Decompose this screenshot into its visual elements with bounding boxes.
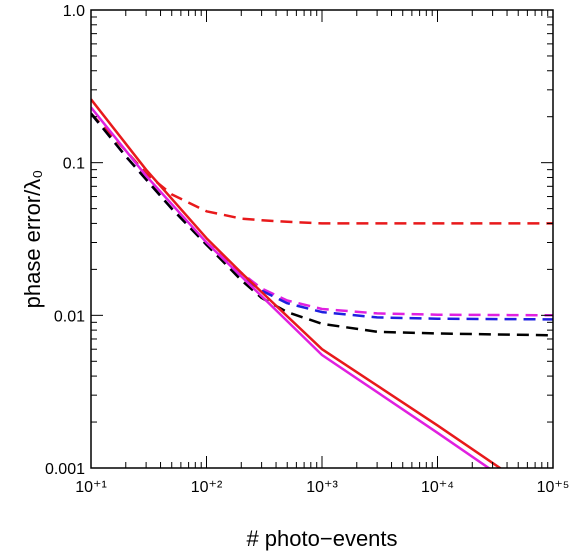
plot-frame [90,9,554,469]
x-tick-label: 10⁺¹ [75,479,107,496]
series-solid-line-5 [91,98,503,468]
y-tick-label: 0.01 [54,308,85,325]
x-tick-label: 10⁺⁴ [421,479,454,496]
series-solid-line-4 [91,106,491,468]
series-dashed-line-0 [91,112,553,225]
y-tick-label: 0.1 [63,156,85,173]
y-tick-label: 1.0 [63,3,85,20]
x-tick-label: 10⁺² [191,479,223,496]
series-layer [91,98,553,468]
ticks-layer [90,9,554,469]
y-tick-label: 0.001 [45,461,85,478]
x-axis-label: # photo−events [246,526,397,551]
x-tick-label: 10⁺³ [306,479,338,496]
series-dashed-line-1 [91,112,553,317]
tick-labels-layer: 10⁺¹ 10⁺² 10⁺³ 10⁺⁴ 10⁺⁵ 0.001 0.01 0.1 1.0 [45,3,569,496]
x-tick-label: 10⁺⁵ [537,479,570,496]
series-dashed-line-2 [91,112,553,321]
y-axis-label: phase error/λ₀ [20,170,45,309]
